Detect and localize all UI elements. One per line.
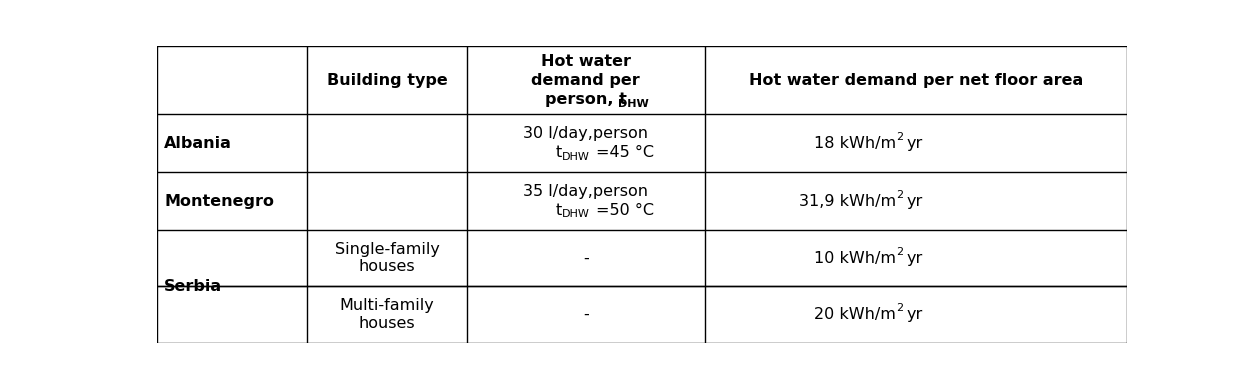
Text: 10 kWh/m: 10 kWh/m (814, 251, 896, 266)
Text: Multi-family
houses: Multi-family houses (339, 298, 434, 331)
Text: yr: yr (906, 307, 923, 322)
Text: Albania: Albania (164, 136, 232, 151)
Text: 2: 2 (896, 132, 904, 142)
Text: Hot water: Hot water (541, 54, 631, 69)
Text: t: t (556, 203, 562, 218)
Text: Hot water demand per net floor area: Hot water demand per net floor area (749, 73, 1083, 88)
Text: yr: yr (906, 136, 923, 151)
Text: 2: 2 (896, 247, 904, 257)
Text: Single-family
houses: Single-family houses (334, 242, 439, 275)
Text: DHW: DHW (562, 209, 590, 219)
Text: DHW: DHW (618, 99, 649, 109)
Text: =50 °C: =50 °C (596, 203, 654, 218)
Text: Montenegro: Montenegro (164, 194, 274, 209)
Text: 20 kWh/m: 20 kWh/m (815, 307, 896, 322)
Text: 30 l/day,person: 30 l/day,person (523, 126, 649, 141)
Text: 2: 2 (896, 303, 904, 313)
Text: -: - (583, 251, 588, 266)
Text: Building type: Building type (327, 73, 447, 88)
Text: person, t: person, t (545, 92, 627, 107)
Text: 35 l/day,person: 35 l/day,person (523, 184, 649, 199)
Text: Serbia: Serbia (164, 279, 223, 294)
Text: -: - (583, 307, 588, 322)
Text: DHW: DHW (562, 152, 590, 161)
Text: 31,9 kWh/m: 31,9 kWh/m (799, 194, 896, 209)
Text: =45 °C: =45 °C (596, 145, 654, 160)
Text: t: t (556, 145, 562, 160)
Text: demand per: demand per (532, 73, 640, 88)
Text: 18 kWh/m: 18 kWh/m (814, 136, 896, 151)
Text: yr: yr (906, 194, 923, 209)
Text: 2: 2 (896, 189, 904, 199)
Text: yr: yr (906, 251, 923, 266)
